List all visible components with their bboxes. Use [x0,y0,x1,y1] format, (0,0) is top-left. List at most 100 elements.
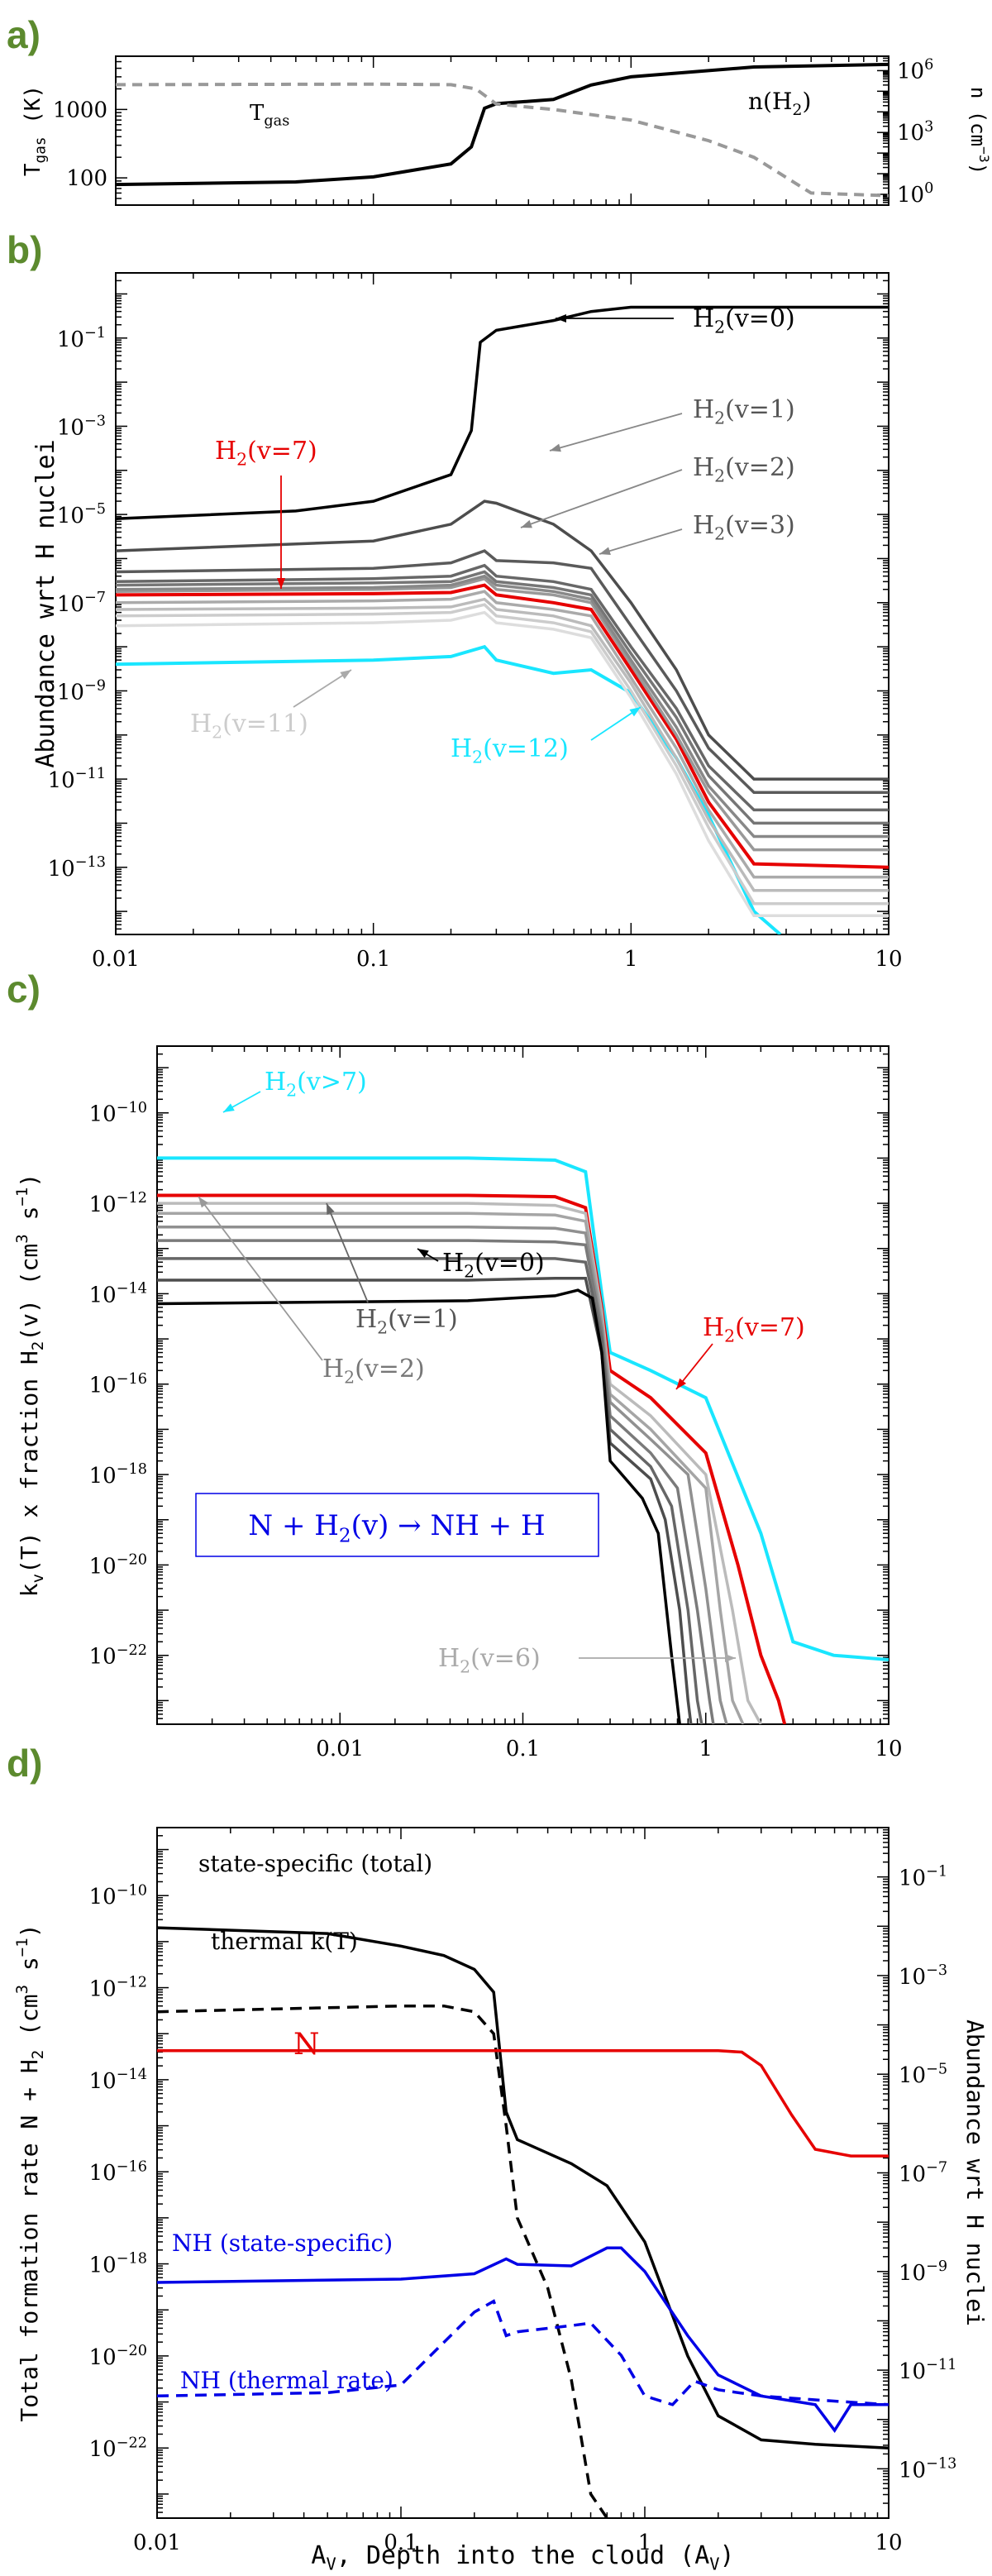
text-span: −13 [926,2455,956,2472]
annotation-v7: H2(v=7) [703,1313,805,1346]
text-span: −7 [84,590,106,606]
text-span: 2 [29,2050,47,2059]
text-span: 10 [89,1102,117,1127]
text-span: (v=7) [735,1313,805,1342]
text-span: (v=12) [483,734,569,763]
text-span: T [250,101,265,126]
y-left-tick-label: 100 [66,166,107,191]
text-span: −1 [84,325,106,342]
text-span: thermal k(T) [211,1928,358,1955]
text-span: −20 [117,2343,147,2359]
annotation-v12: H2(v=12) [451,734,569,767]
text-span: −12 [117,1190,147,1207]
text-span: 3 [924,118,933,135]
text-span: −18 [117,1461,147,1478]
series-h2-v-3- [116,563,889,812]
text-span: 10 [89,1192,117,1217]
annotation-arrow [599,528,683,555]
text-span: (T) x fraction [16,1364,43,1574]
text-span: 0.1 [506,1737,540,1761]
x-tick-label: 0.1 [356,947,390,972]
annotation-v0: H2(v=0) [442,1249,545,1282]
text-span: 1 [699,1737,713,1761]
text-span: (v) → NH + H [351,1509,546,1542]
series-h2-v-4- [116,570,889,825]
y-left-axis-label: Tgas (K) [21,85,50,176]
y-left-axis-label: Total formation rate N + H2 (cm3 s−1) [13,1924,47,2421]
reaction-box [195,1493,599,1557]
series-label-tgas: Tgas [250,101,289,130]
panel-d: d)0.01 0.1 1 1010−1010−1210−1410−1610−1810−… [7,1742,989,2574]
series-h2-v-0- [116,305,889,521]
y-left-tick-label: 10−22 [89,2435,147,2462]
text-span: H [16,1350,43,1364]
text-span: −5 [84,501,106,518]
text-span: −22 [117,1642,147,1659]
text-span: 10 [57,327,84,352]
annotation-v1: H2(v=1) [693,395,795,428]
text-span: (cm [16,1994,43,2049]
x-tick-label: 0.1 [384,2531,417,2555]
text-span: 10 [875,2531,902,2555]
text-span: 10 [57,415,84,440]
text-span: 0.01 [133,2531,181,2555]
annotation-arrow-head [725,1654,736,1662]
annotation-arrow-head [550,443,561,452]
y-right-tick-label: 106 [897,57,933,84]
text-span: c) [7,968,41,1011]
panel-label-a: a) [7,13,41,56]
text-span: H [265,1068,286,1097]
text-span: H [703,1313,724,1342]
annotation-arrow-head [629,707,641,717]
text-span: 2 [29,1341,47,1350]
text-span: ) [16,1924,43,1938]
series-h2-v-2- [116,549,889,794]
x-tick-label: 1 [638,2531,652,2555]
annotation-v3: H2(v=3) [693,511,795,544]
x-tick-label: 0.1 [506,1737,540,1761]
text-span: 10 [89,1645,117,1670]
text-span: Abundance wrt H nuclei [961,2019,989,2326]
text-span: 0.1 [356,947,390,972]
text-span: 10 [89,2437,117,2462]
text-span: −9 [926,2258,947,2275]
text-span: −1 [13,1938,31,1957]
text-span: 2 [344,1368,355,1388]
text-span: (v=11) [222,710,308,738]
x-tick-label: 1 [699,1737,713,1761]
y-tick-label: 10−5 [57,501,106,528]
y-left-tick-label: 10−20 [89,2343,147,2370]
text-span: gas [264,113,289,130]
text-span: 2 [464,1262,475,1282]
annotation-arrow-head [327,1203,335,1215]
text-span: 3 [13,1234,31,1243]
text-span: (v=7) [247,437,317,466]
text-span: (v=1) [725,395,795,424]
text-span: 10 [89,1554,117,1579]
annotation-arrow-head [277,578,285,589]
text-span: 10 [89,1885,117,1909]
x-tick-label: 1 [624,947,638,972]
text-span: 10 [899,2063,926,2088]
y-tick-label: 10−18 [89,1461,147,1489]
text-span: 2 [714,524,725,544]
annotation-v1: H2(v=1) [355,1305,458,1338]
text-span: state-specific (total) [198,1850,432,1877]
text-span: −14 [117,2067,147,2083]
text-span: −3 [976,146,992,163]
y-tick-label: 10−16 [89,1371,147,1398]
text-span: 10 [57,680,84,705]
text-span: A [311,2541,326,2570]
text-span: 10 [89,1374,117,1398]
series-state-specific-total- [157,1926,889,2449]
text-span: v [29,1574,47,1583]
text-span: −16 [117,1371,147,1388]
text-span: 0.1 [384,2531,417,2555]
y-tick-label: 10−22 [89,1642,147,1670]
series-h2-v-1- [116,499,889,781]
text-span: −14 [117,1281,147,1298]
text-span: k [16,1583,43,1597]
text-span: −13 [75,854,106,871]
annotation-v0: H2(v=0) [693,304,795,337]
